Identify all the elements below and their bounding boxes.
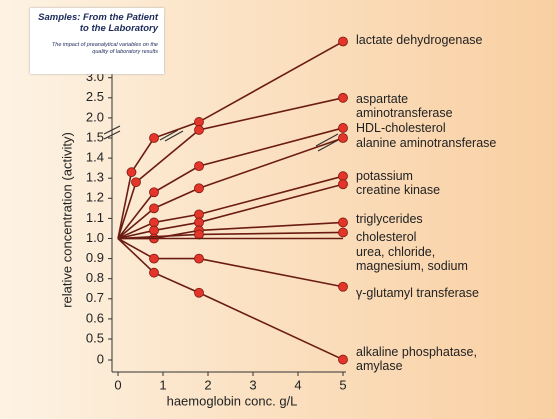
y-tick-label: 1.3 [86,170,104,185]
x-tick-label: 2 [204,377,211,392]
data-point [127,168,136,177]
y-tick-label: 1.4 [86,150,104,165]
y-tick-label: 1.1 [86,210,104,225]
data-point [195,254,204,263]
y-tick-label: 0.9 [86,250,104,265]
y-tick-label: 1.0 [86,230,104,245]
inset-title: Samples: From the Patient to the Laborat… [36,12,158,34]
x-tick-label: 1 [159,377,166,392]
inset-subtitle: The impact of preanalytical variables on… [36,42,158,56]
data-point [150,268,159,277]
data-point [339,218,348,227]
series-line [118,98,343,239]
series-label: alkaline phosphatase, amylase [356,345,506,373]
series-label: creatine kinase [356,183,506,197]
series-label: potassium [356,169,506,183]
data-point [339,282,348,291]
data-point [339,134,348,143]
series-label: alanine aminotransferase [356,136,506,150]
data-point [339,93,348,102]
x-tick-label: 4 [294,377,301,392]
x-tick-label: 3 [249,377,256,392]
data-point [195,184,204,193]
y-tick-label: 2.0 [86,109,104,124]
y-tick-label: 0.6 [86,310,104,325]
data-point [150,204,159,213]
series-label: triglycerides [356,212,506,226]
data-point [132,178,141,187]
y-axis-title: relative concentration (activity) [59,132,74,308]
y-tick-label: 1.2 [86,190,104,205]
y-tick-label: 0.7 [86,290,104,305]
data-point [150,134,159,143]
data-point [195,230,204,239]
book-cover: Samples: From the Patient to the Laborat… [30,8,164,74]
data-point [195,162,204,171]
y-tick-label: 0.5 [86,330,104,345]
data-point [339,228,348,237]
series-label: urea, chloride, magnesium, sodium [356,245,476,273]
data-point [195,125,204,134]
data-point [150,188,159,197]
slide: relative concentration (activity) haemog… [0,0,557,419]
x-tick-label: 0 [114,377,121,392]
y-tick-label: 0 [97,351,104,366]
x-axis-title: haemoglobin conc. g/L [167,393,298,408]
y-tick-label: 2.5 [86,89,104,104]
data-point [195,288,204,297]
x-tick-label: 5 [339,377,346,392]
data-point [339,180,348,189]
data-point [150,254,159,263]
data-point [339,37,348,46]
data-point [339,355,348,364]
series-label: HDL-cholesterol [356,121,506,135]
series-label: cholesterol [356,230,506,244]
data-point [339,123,348,132]
y-tick-label: 0.8 [86,270,104,285]
series-label: aspartate aminotransferase [356,92,506,120]
series-label: lactate dehydrogenase [356,33,506,47]
y-tick-label: 1.5 [86,129,104,144]
series-label: γ-glutamyl transferase [356,286,506,300]
